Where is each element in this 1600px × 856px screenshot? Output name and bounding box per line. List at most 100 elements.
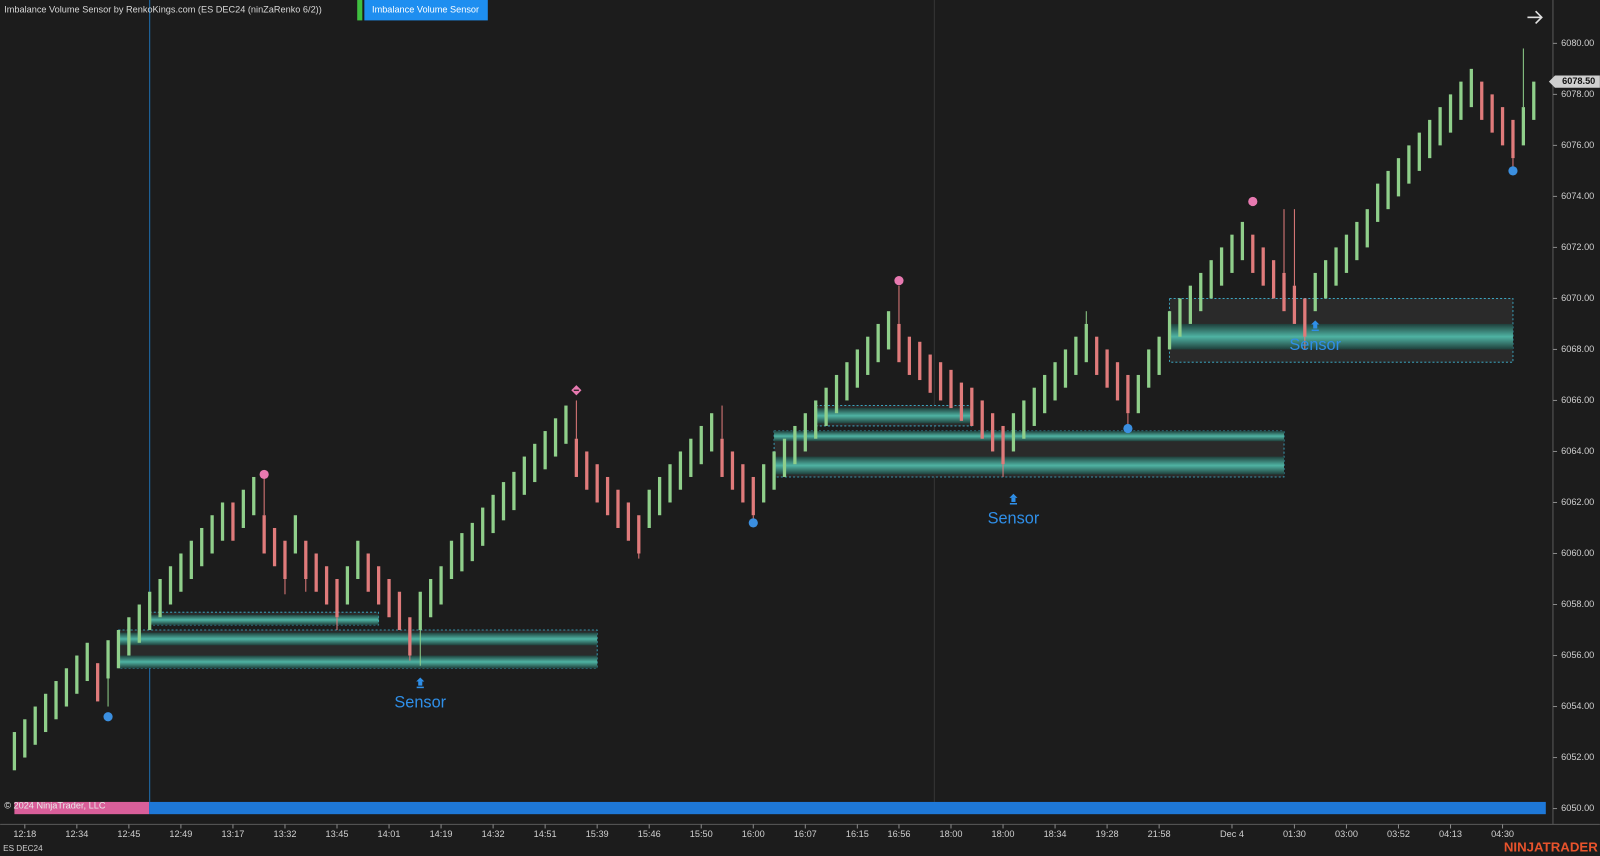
candle-body: [1417, 132, 1421, 171]
candle-body: [1053, 362, 1057, 401]
candle-body: [1147, 349, 1151, 388]
x-tick-label: 18:00: [992, 829, 1015, 839]
x-tick-label: 15:39: [586, 829, 609, 839]
candle-body: [512, 471, 516, 511]
candle-body: [918, 341, 922, 381]
indicator-stripe: [357, 0, 363, 21]
candle-body: [85, 642, 89, 682]
x-tick-label: 13:32: [273, 829, 296, 839]
candle-body: [241, 489, 245, 528]
candle-body: [1532, 81, 1536, 120]
candle-body: [1448, 94, 1453, 133]
candle-body: [1438, 107, 1442, 146]
sensor-icon: [416, 677, 425, 689]
candle-body: [210, 515, 214, 554]
candle-body: [200, 527, 204, 567]
candle-body: [96, 663, 100, 702]
candle-body: [43, 693, 48, 733]
sensor-icon: [1009, 493, 1018, 505]
candle-body: [751, 476, 755, 516]
candle-body: [75, 655, 79, 694]
candle-body: [1084, 323, 1088, 363]
y-tick-label: 6050.00: [1561, 803, 1594, 813]
candle-body: [668, 464, 672, 503]
arrow-head[interactable]: [1535, 10, 1543, 25]
y-tick-label: 6078.00: [1561, 89, 1594, 99]
sensor-label: Sensor: [1289, 336, 1341, 354]
y-tick-label: 6054.00: [1561, 701, 1594, 711]
candle-body: [803, 413, 807, 452]
x-tick-label: 03:00: [1335, 829, 1358, 839]
candle-body: [1490, 94, 1494, 133]
candle-body: [1261, 247, 1265, 286]
candle-body: [137, 604, 141, 643]
candle-body: [272, 527, 277, 567]
x-tick-label: 12:34: [65, 829, 88, 839]
candle-body: [1376, 183, 1380, 222]
candle-body: [897, 323, 901, 363]
candle-body: [1334, 247, 1338, 286]
candle-body: [970, 387, 974, 426]
x-tick-label: 12:18: [13, 829, 36, 839]
candle-body: [1095, 336, 1099, 375]
indicator-button-label[interactable]: Imbalance Volume Sensor: [372, 5, 479, 15]
candle-body: [876, 323, 880, 363]
candle-body: [1126, 374, 1130, 414]
indicator-button[interactable]: [364, 0, 488, 21]
candle-body: [106, 640, 110, 679]
candle-body: [710, 413, 714, 452]
candle-body: [23, 719, 27, 758]
candle-body: [293, 515, 298, 554]
imbalance-band: [774, 431, 1285, 442]
candle-body: [699, 425, 703, 465]
sensor-icon-head: [1009, 493, 1018, 498]
candle-body: [1011, 413, 1016, 452]
candle-body: [314, 553, 318, 592]
x-tick-label: 15:46: [638, 829, 661, 839]
candle-body: [647, 489, 651, 528]
x-tick-label: 16:00: [742, 829, 765, 839]
candle-body: [793, 425, 797, 465]
candle-body: [1167, 311, 1172, 350]
candle-body: [158, 578, 162, 618]
candle-body: [449, 540, 454, 579]
candle-body: [689, 438, 693, 477]
sensor-label: Sensor: [394, 693, 446, 711]
candle-body: [1282, 272, 1286, 312]
candle-body: [376, 566, 381, 605]
x-tick-label: 04:13: [1439, 829, 1462, 839]
candle-body: [595, 464, 599, 503]
candle-body: [429, 578, 433, 618]
candle-body: [522, 456, 526, 495]
swing-marker: [259, 469, 269, 480]
candle-body: [730, 451, 735, 490]
candle-body: [637, 515, 641, 554]
sensor-icon-base: [1009, 502, 1018, 505]
candle-body: [720, 438, 724, 477]
sensor-icon-base: [416, 686, 424, 689]
x-tick-label: 14:51: [534, 829, 557, 839]
x-tick-label: 13:45: [326, 829, 349, 839]
candle-body: [1480, 81, 1484, 120]
y-tick-label: 6070.00: [1561, 293, 1594, 303]
candle-body: [1355, 221, 1359, 261]
candle-body: [907, 336, 912, 375]
candle-body: [1521, 107, 1525, 146]
candle-body: [741, 464, 745, 503]
scroll-arrow[interactable]: [1527, 10, 1543, 25]
candle-body: [501, 482, 506, 521]
candle-body: [533, 443, 537, 483]
candle-body: [585, 451, 589, 490]
candle-body: [1459, 81, 1463, 120]
candle-body: [1022, 400, 1026, 439]
candle-body: [1303, 298, 1307, 337]
bars-layer: [12, 48, 1536, 771]
swing-marker: [894, 275, 904, 286]
candle-body: [949, 369, 953, 409]
candle-body: [678, 451, 683, 490]
candle-body: [782, 438, 787, 477]
candle-body: [1178, 298, 1182, 337]
candle-body: [345, 566, 350, 605]
candle-body: [772, 451, 776, 490]
